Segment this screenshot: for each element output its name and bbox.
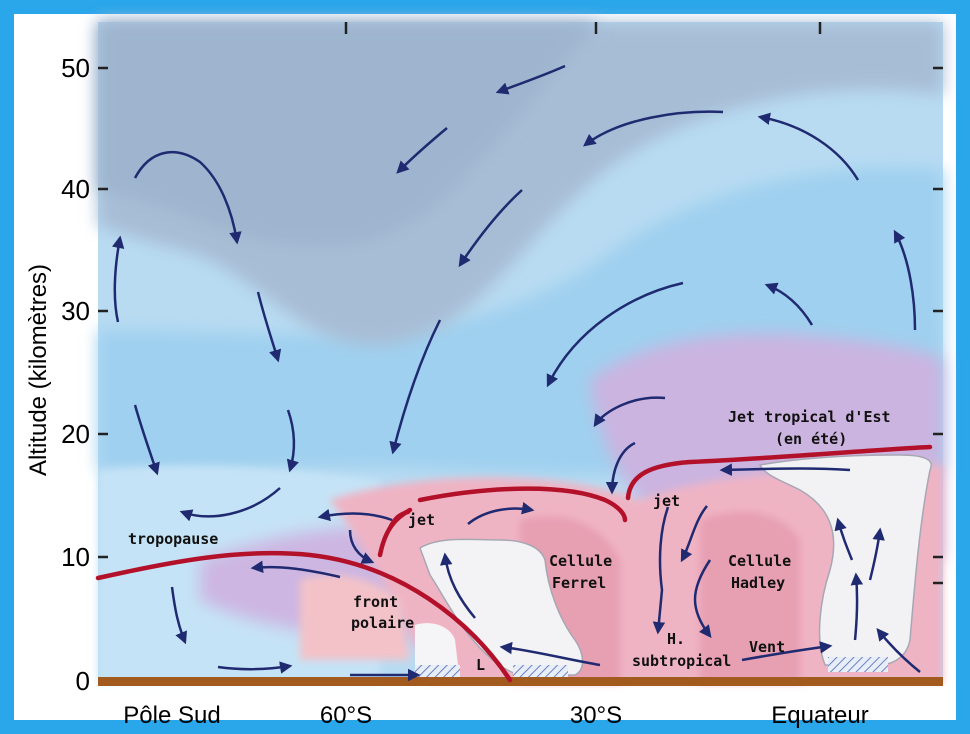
diagram-labels: tropopause jet jet front polaire Cellule… (128, 408, 891, 674)
y-tick-label: 0 (76, 666, 90, 696)
y-tick-label: 20 (61, 419, 90, 449)
circulation-arrow (583, 110, 724, 147)
circulation-arrow (757, 112, 860, 181)
front-label-line2: polaire (351, 614, 414, 632)
circulation-arrow (868, 527, 885, 581)
circulation-arrow (112, 235, 125, 323)
circulation-arrow (764, 282, 814, 326)
rain-patch-2 (513, 665, 568, 678)
high-subtropical-label-line2: subtropical (632, 652, 731, 670)
y-tick-label: 50 (61, 53, 90, 83)
x-axis-labels: Pôle Sud 60°S 30°S Equateur (123, 702, 868, 729)
hadley-core (700, 511, 800, 682)
x-tick-label: 60°S (320, 702, 372, 729)
rain-patch-3 (828, 657, 888, 672)
jet-polar-label: jet (408, 511, 435, 529)
x-tick-label: Equateur (771, 702, 868, 729)
circulation-arrow (593, 396, 666, 428)
y-tick-label: 40 (61, 174, 90, 204)
front-pink-region (300, 575, 410, 660)
tropopause-lines (95, 444, 933, 683)
circulation-arrow (286, 409, 299, 473)
circulation-arrow (133, 150, 242, 245)
subtropical-jet-line-left (417, 486, 628, 523)
jet-tropical-label-line2: (en été) (775, 430, 847, 448)
hadley-label-line1: Cellule (728, 552, 791, 570)
axis-ticks (98, 22, 943, 585)
circulation-arrow (499, 641, 601, 667)
ferrel-label-line1: Cellule (549, 552, 612, 570)
stratosphere-core (98, 22, 600, 246)
circulation-arrow (893, 229, 917, 331)
rain-patch-1 (415, 665, 460, 678)
circulation-arrow (389, 319, 442, 455)
circulation-arrow (133, 404, 160, 476)
ground-strip (98, 677, 943, 686)
circulation-arrow (605, 441, 636, 495)
circulation-arrow (834, 517, 854, 561)
polar-tropopause-line (95, 550, 513, 683)
jet-tropical-label-line1: Jet tropical d'Est (728, 408, 891, 426)
circulation-arrow (546, 281, 684, 388)
y-axis-title: Altitude (kilomètres) (25, 264, 52, 476)
polar-jet-line-mid (387, 509, 411, 531)
low-pressure-label: L (476, 656, 485, 674)
jet-subtropical-label: jet (653, 492, 680, 510)
tropopause-label: tropopause (128, 530, 218, 548)
circulation-arrow (741, 641, 833, 662)
circulation-arrow (458, 189, 523, 268)
circulation-arrow (719, 463, 851, 476)
x-tick-label: Pôle Sud (123, 702, 220, 729)
circulation-arrow (317, 508, 393, 522)
hadley-label-line2: Hadley (731, 574, 785, 592)
circulation-arrow (256, 291, 282, 363)
circulation-arrow (680, 505, 708, 563)
circulation-arrow (652, 506, 670, 635)
y-axis-labels: 50 40 30 20 10 0 (61, 53, 90, 696)
front-label-line1: front (353, 593, 398, 611)
circulation-arrow (439, 552, 476, 619)
circulation-arrow (348, 529, 375, 564)
circulation-arrow (850, 572, 864, 641)
circulation-arrow (179, 487, 281, 522)
circulation-arrows (112, 64, 921, 682)
subtropical-jet-line-right (625, 444, 933, 501)
wind-label: Vent (749, 638, 785, 656)
circulation-arrow (876, 628, 921, 673)
circulation-arrow (467, 502, 535, 525)
circulation-arrow (217, 661, 293, 674)
x-tick-label: 30°S (570, 702, 622, 729)
y-tick-label: 30 (61, 296, 90, 326)
circulation-arrow (250, 560, 341, 579)
circulation-arrow (396, 127, 448, 174)
high-subtropical-label-line1: H. (667, 630, 685, 648)
frontal-cloud (415, 623, 458, 665)
y-tick-label: 10 (61, 542, 90, 572)
circulation-arrow (170, 586, 187, 645)
ferrel-label-line2: Ferrel (552, 574, 606, 592)
circulation-arrow (693, 559, 712, 638)
circulation-arrow (495, 64, 566, 95)
